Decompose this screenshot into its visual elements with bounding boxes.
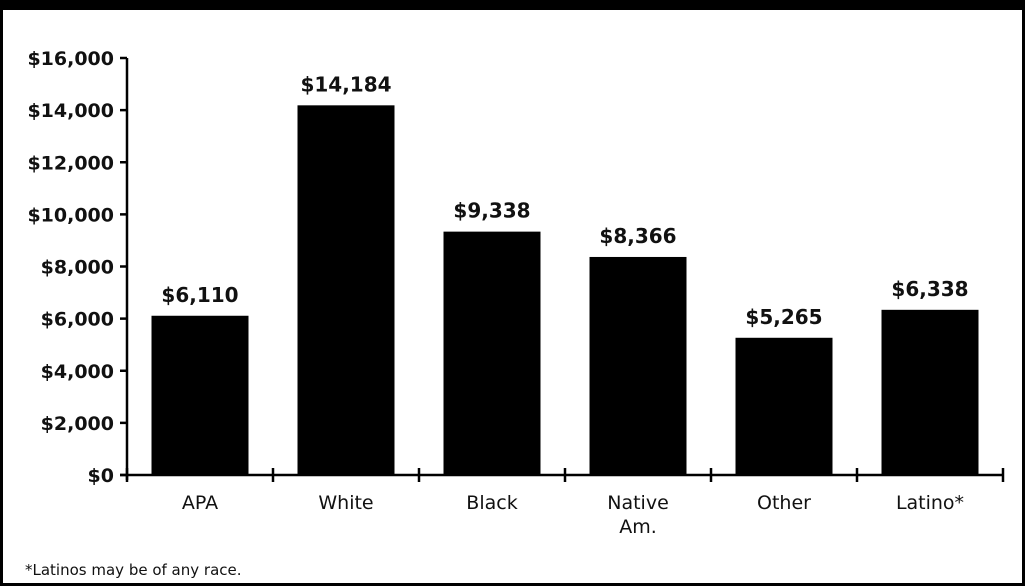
bar	[881, 309, 979, 475]
data-label: $14,184	[300, 72, 391, 96]
bar	[443, 231, 541, 475]
y-tick-label: $4,000	[41, 361, 114, 383]
y-tick-label: $2,000	[41, 413, 114, 435]
bar	[297, 105, 395, 475]
y-tick-label: $0	[88, 465, 114, 487]
data-label: $6,110	[161, 283, 238, 307]
footnote: *Latinos may be of any race.	[25, 561, 242, 579]
category-label: APA	[182, 492, 218, 514]
bar	[589, 256, 687, 475]
category-label: Am.	[619, 516, 657, 538]
y-tick-label: $12,000	[27, 152, 114, 174]
category-label: Latino*	[896, 492, 964, 514]
data-label: $8,366	[599, 224, 676, 248]
y-tick-label: $10,000	[27, 204, 114, 226]
bar	[735, 337, 833, 475]
data-label: $9,338	[453, 199, 530, 223]
data-label: $5,265	[745, 305, 822, 329]
y-tick-label: $14,000	[27, 100, 114, 122]
category-label: Native	[607, 492, 669, 514]
bar	[151, 315, 249, 475]
category-label: White	[318, 492, 373, 514]
data-label: $6,338	[891, 277, 968, 301]
y-tick-label: $16,000	[27, 48, 114, 70]
y-tick-label: $8,000	[41, 257, 114, 279]
category-label: Black	[466, 492, 517, 514]
category-label: Other	[757, 492, 811, 514]
y-tick-label: $6,000	[41, 309, 114, 331]
